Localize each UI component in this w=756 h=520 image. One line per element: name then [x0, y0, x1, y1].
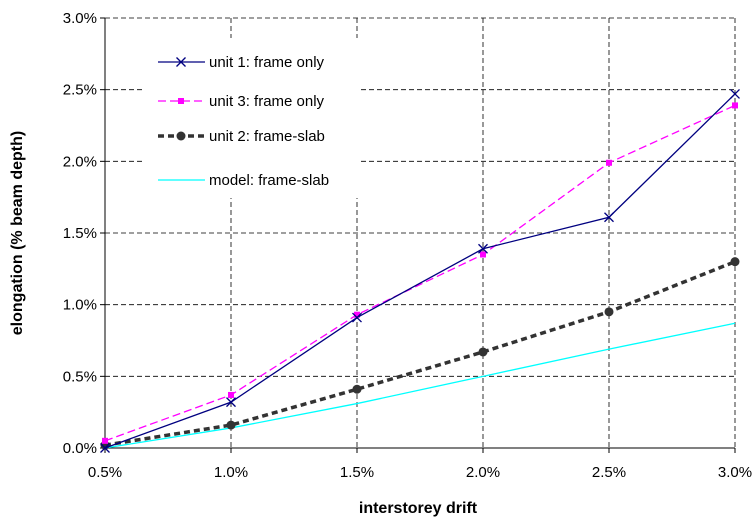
legend-label-2: unit 3: frame only: [209, 93, 325, 110]
data-point-2: [480, 251, 486, 258]
x-tick-label: 1.5%: [340, 464, 374, 481]
series-line-1: [104, 93, 736, 449]
data-point-1-stroke: [100, 443, 110, 453]
y-tick-label: 1.0%: [63, 297, 97, 314]
data-point-1-stroke: [604, 212, 614, 223]
data-point-2: [354, 311, 360, 318]
data-point-3: [226, 420, 236, 430]
series-line-2: [104, 104, 736, 442]
data-point-1-stroke: [226, 397, 236, 408]
legend-label-3: unit 2: frame-slab: [209, 128, 325, 145]
data-point-3: [604, 307, 614, 317]
data-point-2: [732, 102, 738, 109]
data-point-3: [478, 347, 488, 357]
legend-label-1: unit 1: frame only: [209, 54, 325, 71]
legend-label-4: model: frame-slab: [209, 172, 329, 189]
data-point-2: [102, 437, 108, 444]
data-point-3: [730, 257, 740, 267]
data-point-1: [352, 312, 362, 323]
legend-marker-1-stroke: [176, 57, 186, 67]
data-point-2: [606, 159, 612, 166]
y-tick-label: 3.0%: [63, 10, 97, 27]
y-tick-label: 0.5%: [63, 368, 97, 385]
legend: unit 1: frame only unit 3: frame only unit…: [143, 38, 358, 198]
data-point-1-stroke: [352, 312, 362, 323]
x-tick-label: 2.5%: [592, 464, 626, 481]
x-tick-label: 2.0%: [466, 464, 500, 481]
data-point-1: [604, 212, 614, 223]
y-tick-label: 2.5%: [63, 82, 97, 99]
legend-marker-1: [176, 57, 186, 67]
data-point-1-stroke: [730, 89, 740, 99]
data-point-1-stroke: [478, 243, 488, 254]
series-layer: [100, 89, 740, 453]
y-axis-title: elongation (% beam depth): [9, 131, 26, 335]
y-tick-label: 2.0%: [63, 153, 97, 170]
data-point-1: [478, 243, 488, 254]
series-line-4: [104, 322, 736, 449]
axis-layer: 0.0% 0.5% 1.0% 1.5% 2.0% 2.5% 3.0% 0.5% 1.0% 1.5%…: [63, 10, 752, 481]
data-point-1: [226, 397, 236, 408]
x-axis-title: interstorey drift: [359, 500, 478, 517]
y-tick-label: 1.5%: [63, 225, 97, 242]
data-point-3: [352, 384, 362, 394]
data-point-1: [730, 89, 740, 99]
x-tick-label: 3.0%: [718, 464, 752, 481]
y-tick-label: 0.0%: [63, 440, 97, 457]
series-line-3: [104, 260, 736, 447]
x-tick-label: 1.0%: [214, 464, 248, 481]
data-point-1: [100, 443, 110, 453]
data-point-2: [228, 391, 234, 398]
x-tick-label: 0.5%: [88, 464, 122, 481]
legend-marker-2: [178, 98, 184, 104]
legend-marker-3: [176, 131, 186, 141]
